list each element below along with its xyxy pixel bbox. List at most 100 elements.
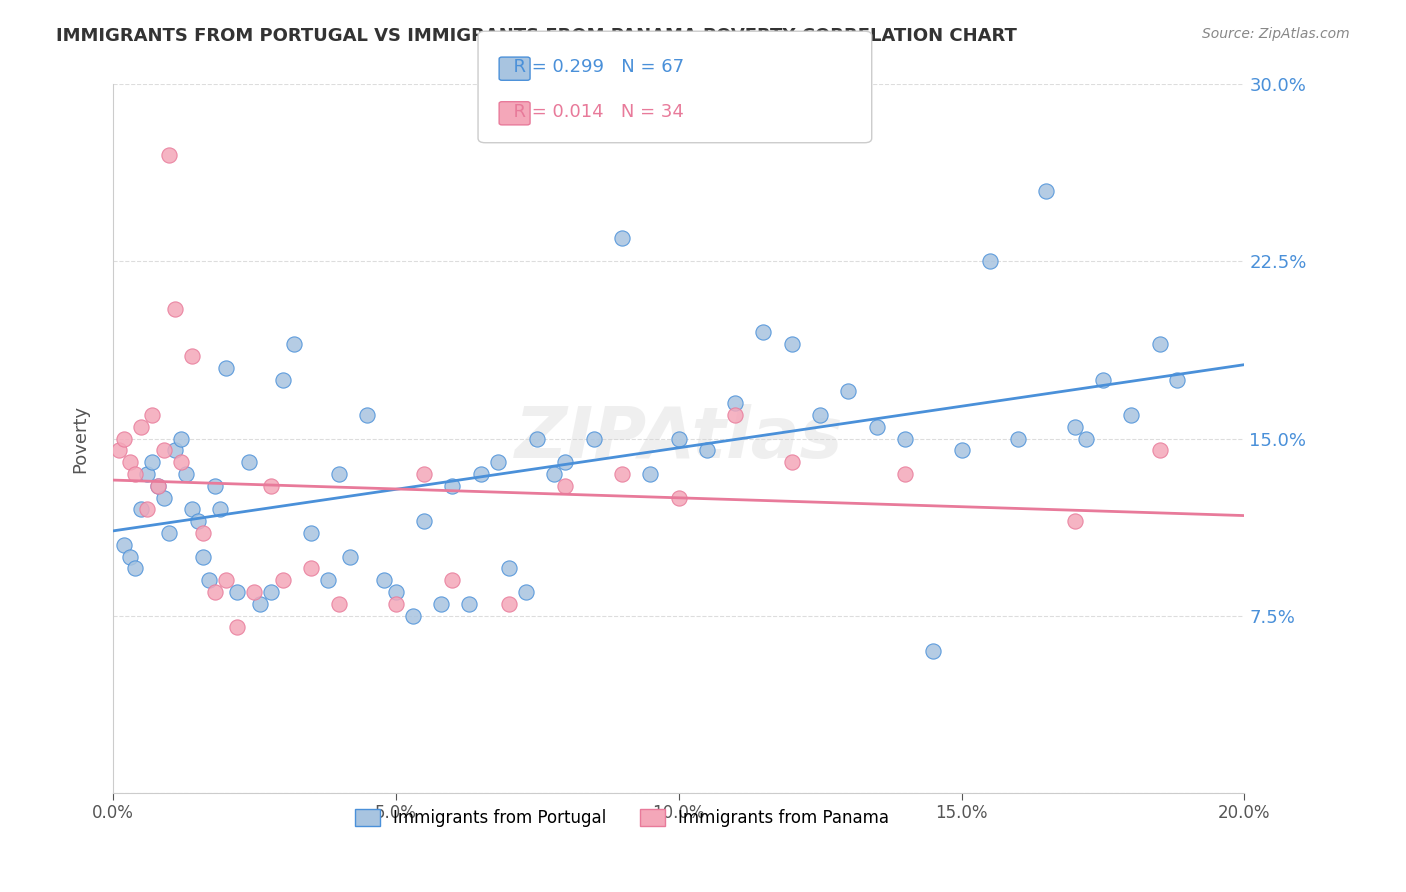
Point	[159, 526, 181, 541]
Point	[283, 337, 305, 351]
Point	[209, 502, 232, 516]
Point	[979, 254, 1001, 268]
Point	[135, 502, 157, 516]
Point	[299, 526, 322, 541]
Point	[141, 408, 163, 422]
Point	[124, 467, 146, 481]
Point	[373, 573, 395, 587]
Point	[146, 479, 169, 493]
Point	[668, 432, 690, 446]
Point	[165, 301, 187, 316]
Point	[204, 585, 226, 599]
Legend: Immigrants from Portugal, Immigrants from Panama: Immigrants from Portugal, Immigrants fro…	[349, 803, 896, 834]
Point	[181, 349, 204, 363]
Point	[135, 467, 157, 481]
Point	[384, 585, 406, 599]
Point	[668, 491, 690, 505]
Point	[554, 479, 576, 493]
Point	[118, 549, 141, 564]
Text: R = 0.014   N = 34: R = 0.014 N = 34	[502, 103, 683, 120]
Point	[1035, 184, 1057, 198]
Point	[515, 585, 537, 599]
Point	[124, 561, 146, 575]
Point	[894, 432, 917, 446]
Point	[1166, 372, 1188, 386]
Point	[413, 467, 436, 481]
Point	[249, 597, 271, 611]
Point	[808, 408, 831, 422]
Y-axis label: Poverty: Poverty	[72, 404, 89, 473]
Text: ZIPAtlas: ZIPAtlas	[515, 404, 842, 473]
Point	[1074, 432, 1097, 446]
Point	[582, 432, 605, 446]
Point	[159, 148, 181, 162]
Point	[780, 455, 803, 469]
Point	[554, 455, 576, 469]
Point	[498, 561, 520, 575]
Point	[1007, 432, 1029, 446]
Point	[441, 479, 464, 493]
Point	[780, 337, 803, 351]
Point	[118, 455, 141, 469]
Point	[129, 419, 152, 434]
Point	[1063, 514, 1085, 528]
Point	[187, 514, 209, 528]
Point	[107, 443, 129, 458]
Point	[198, 573, 221, 587]
Point	[610, 231, 633, 245]
Point	[724, 396, 747, 410]
Point	[1091, 372, 1114, 386]
Point	[543, 467, 565, 481]
Point	[402, 608, 425, 623]
Point	[271, 573, 294, 587]
Point	[458, 597, 481, 611]
Text: R = 0.299   N = 67: R = 0.299 N = 67	[502, 58, 685, 76]
Point	[260, 585, 283, 599]
Point	[866, 419, 889, 434]
Point	[316, 573, 339, 587]
Point	[470, 467, 492, 481]
Point	[165, 443, 187, 458]
Text: Source: ZipAtlas.com: Source: ZipAtlas.com	[1202, 27, 1350, 41]
Point	[238, 455, 260, 469]
Point	[193, 526, 215, 541]
Point	[526, 432, 548, 446]
Point	[181, 502, 204, 516]
Point	[894, 467, 917, 481]
Point	[610, 467, 633, 481]
Point	[922, 644, 945, 658]
Point	[146, 479, 169, 493]
Point	[170, 455, 193, 469]
Point	[112, 538, 135, 552]
Point	[1121, 408, 1143, 422]
Point	[640, 467, 662, 481]
Point	[328, 467, 350, 481]
Point	[129, 502, 152, 516]
Point	[176, 467, 198, 481]
Point	[193, 549, 215, 564]
Point	[243, 585, 266, 599]
Point	[384, 597, 406, 611]
Point	[226, 585, 249, 599]
Point	[430, 597, 453, 611]
Point	[152, 443, 174, 458]
Point	[837, 384, 859, 399]
Point	[724, 408, 747, 422]
Point	[170, 432, 193, 446]
Point	[299, 561, 322, 575]
Point	[260, 479, 283, 493]
Point	[112, 432, 135, 446]
Point	[413, 514, 436, 528]
Point	[1063, 419, 1085, 434]
Point	[271, 372, 294, 386]
Point	[486, 455, 509, 469]
Point	[1149, 443, 1171, 458]
Point	[441, 573, 464, 587]
Point	[328, 597, 350, 611]
Point	[204, 479, 226, 493]
Point	[498, 597, 520, 611]
Point	[152, 491, 174, 505]
Point	[1149, 337, 1171, 351]
Point	[752, 326, 775, 340]
Point	[950, 443, 973, 458]
